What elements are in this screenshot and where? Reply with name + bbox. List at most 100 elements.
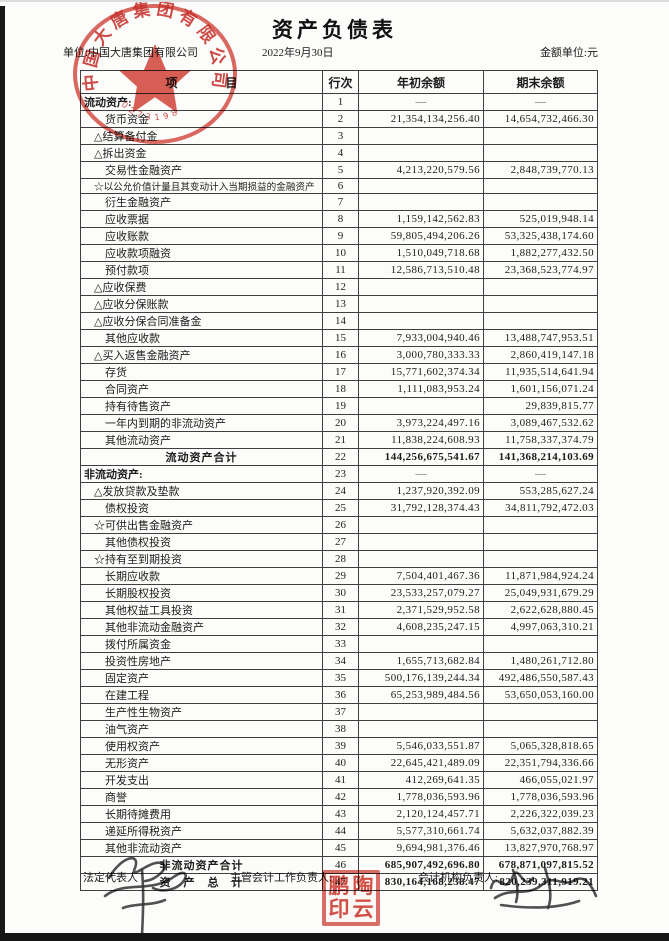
begin-balance-cell: 5,546,033,551.87 bbox=[358, 737, 484, 755]
begin-balance-cell: 21,354,134,256.40 bbox=[358, 110, 484, 128]
end-balance-cell bbox=[483, 178, 598, 194]
item-label-cell: 生产性生物资产 bbox=[80, 703, 323, 721]
line-number-cell: 3 bbox=[322, 127, 359, 145]
name-seal-char: 陶 bbox=[352, 874, 374, 898]
table-body: 流动资产: 1— — 货币资金 2 21,354,134,256.40 14,654,732… bbox=[80, 93, 598, 891]
line-number-cell: 4 bbox=[322, 144, 359, 162]
line-number-cell: 26 bbox=[322, 516, 359, 534]
begin-balance-cell: — bbox=[358, 93, 484, 111]
begin-balance-cell bbox=[358, 193, 484, 211]
table-row: 投资性房地产 34 1,655,713,682.84 1,480,261,712.80 bbox=[80, 652, 598, 670]
begin-balance-cell: 3,973,224,497.16 bbox=[358, 414, 484, 432]
item-label-cell: △拆出资金 bbox=[80, 144, 323, 162]
report-date: 2022年9月30日 bbox=[262, 47, 334, 59]
begin-balance-cell bbox=[358, 635, 484, 653]
item-label-cell: 开发支出 bbox=[80, 771, 323, 789]
scan-left-edge bbox=[0, 6, 5, 941]
item-label-cell: 在建工程 bbox=[80, 686, 323, 704]
table-row: 应收账款 9 59,805,494,206.26 53,325,438,174.60 bbox=[80, 227, 598, 245]
end-balance-cell: 29,839,815.77 bbox=[483, 397, 598, 415]
table-row: 长期待摊费用 43 2,120,124,457.71 2,226,322,039.23 bbox=[80, 805, 598, 823]
line-number-cell: 2 bbox=[322, 110, 359, 128]
line-number-cell: 28 bbox=[322, 550, 359, 568]
company-unit-label: 单位:中国大唐集团有限公司 bbox=[63, 47, 199, 59]
begin-balance-cell bbox=[358, 397, 484, 415]
end-balance-cell: 1,882,277,432.50 bbox=[483, 244, 598, 262]
begin-balance-cell bbox=[358, 533, 484, 551]
table-row: △买入返售金融资产 16 3,000,780,333.33 2,860,419,147… bbox=[80, 346, 598, 364]
begin-balance-cell bbox=[358, 703, 484, 721]
end-balance-cell: 678,871,097,815.52 bbox=[483, 856, 598, 874]
table-row: 非流动资产: 23— — bbox=[80, 465, 598, 483]
line-number-cell: 29 bbox=[322, 567, 359, 585]
page-title: 资产负债表 bbox=[272, 18, 397, 42]
end-balance-cell: 23,368,523,774.97 bbox=[483, 261, 598, 279]
begin-balance-cell: 3,000,780,333.33 bbox=[358, 346, 484, 364]
begin-balance-cell: 59,805,494,206.26 bbox=[358, 227, 484, 245]
begin-balance-cell bbox=[358, 144, 484, 162]
end-balance-cell: 53,650,053,160.00 bbox=[483, 686, 598, 704]
begin-balance-cell: 1,510,049,718.68 bbox=[358, 244, 484, 262]
table-row: 衍生金融资产 7 bbox=[80, 193, 598, 211]
item-label-cell: 投资性房地产 bbox=[80, 652, 323, 670]
end-balance-cell bbox=[483, 127, 598, 145]
begin-balance-cell: 1,655,713,682.84 bbox=[358, 652, 484, 670]
item-label-cell: 存货 bbox=[80, 363, 323, 381]
end-balance-cell: 2,860,419,147.18 bbox=[483, 346, 598, 364]
end-balance-cell: 34,811,792,472.03 bbox=[483, 499, 598, 517]
begin-balance-cell: 4,213,220,579.56 bbox=[358, 161, 484, 179]
end-balance-cell: 5,065,328,818.65 bbox=[483, 737, 598, 755]
item-label-cell: 固定资产 bbox=[80, 669, 323, 687]
item-label-cell: 其他债权投资 bbox=[80, 533, 323, 551]
table-row: ☆以公允价值计量且其变动计入当期损益的金融资产 6 bbox=[80, 178, 598, 194]
item-label-cell: 非流动资产: bbox=[80, 465, 323, 483]
end-balance-cell bbox=[483, 533, 598, 551]
end-balance-cell bbox=[483, 516, 598, 534]
item-label-cell: 其他非流动金融资产 bbox=[80, 618, 323, 636]
begin-balance-cell: 830,164,168,238.47 bbox=[358, 873, 484, 891]
line-number-cell: 44 bbox=[322, 822, 359, 840]
table-row: 长期应收款 29 7,504,401,467.36 11,871,984,924.24 bbox=[80, 567, 598, 585]
end-balance-cell: 4,997,063,310.21 bbox=[483, 618, 598, 636]
begin-balance-cell bbox=[358, 178, 484, 194]
begin-balance-cell: 412,269,641.35 bbox=[358, 771, 484, 789]
table-row: 应收款项融资 10 1,510,049,718.68 1,882,277,432.50 bbox=[80, 244, 598, 262]
end-balance-cell: 2,226,322,039.23 bbox=[483, 805, 598, 823]
table-row: 递延所得税资产 44 5,577,310,661.74 5,632,037,882.3… bbox=[80, 822, 598, 840]
item-label-cell: △应收保费 bbox=[80, 278, 323, 296]
line-number-cell: 18 bbox=[322, 380, 359, 398]
line-number-cell: 10 bbox=[322, 244, 359, 262]
table-row: 开发支出 41 412,269,641.35 466,055,021.97 bbox=[80, 771, 598, 789]
line-number-cell: 21 bbox=[322, 431, 359, 449]
item-label-cell: 长期股权投资 bbox=[80, 584, 323, 602]
table-row: 流动资产合计 22 144,256,675,541.67 141,368,214,10… bbox=[80, 448, 598, 466]
line-number-cell: 31 bbox=[322, 601, 359, 619]
begin-balance-cell: 500,176,139,244.34 bbox=[358, 669, 484, 687]
line-number-cell: 23 bbox=[322, 465, 359, 483]
table-row: 一年内到期的非流动资产 20 3,973,224,497.16 3,089,467,5… bbox=[80, 414, 598, 432]
line-number-cell: 41 bbox=[322, 771, 359, 789]
begin-balance-cell bbox=[358, 550, 484, 568]
begin-balance-cell bbox=[358, 278, 484, 296]
scan-bottom-edge bbox=[0, 933, 669, 941]
accounting-head-label: 会计机构负责人: bbox=[418, 872, 499, 884]
line-number-cell: 8 bbox=[322, 210, 359, 228]
line-number-cell: 14 bbox=[322, 312, 359, 330]
end-balance-cell: 141,368,214,103.69 bbox=[483, 448, 598, 466]
line-number-cell: 38 bbox=[322, 720, 359, 738]
line-number-cell: 42 bbox=[322, 788, 359, 806]
item-label-cell: 其他流动资产 bbox=[80, 431, 323, 449]
item-label-cell: 合同资产 bbox=[80, 380, 323, 398]
legal-representative-label: 法定代表人 bbox=[83, 872, 138, 884]
line-number-cell: 11 bbox=[322, 261, 359, 279]
item-label-cell: ☆可供出售金融资产 bbox=[80, 516, 323, 534]
end-balance-cell bbox=[483, 312, 598, 330]
table-row: ☆可供出售金融资产 26 bbox=[80, 516, 598, 534]
table-row: △结算备付金 3 bbox=[80, 127, 598, 145]
balance-sheet-table: 项 目 行次 年初余额 期末余额 流动资产: 1— — 货币资金 2 21,354,134… bbox=[80, 70, 598, 891]
line-number-cell: 24 bbox=[322, 482, 359, 500]
end-balance-cell: 22,351,794,336.66 bbox=[483, 754, 598, 772]
line-number-cell: 39 bbox=[322, 737, 359, 755]
item-label-cell: 流动资产: bbox=[80, 93, 323, 111]
name-seal-char: 鹏 bbox=[328, 874, 350, 898]
